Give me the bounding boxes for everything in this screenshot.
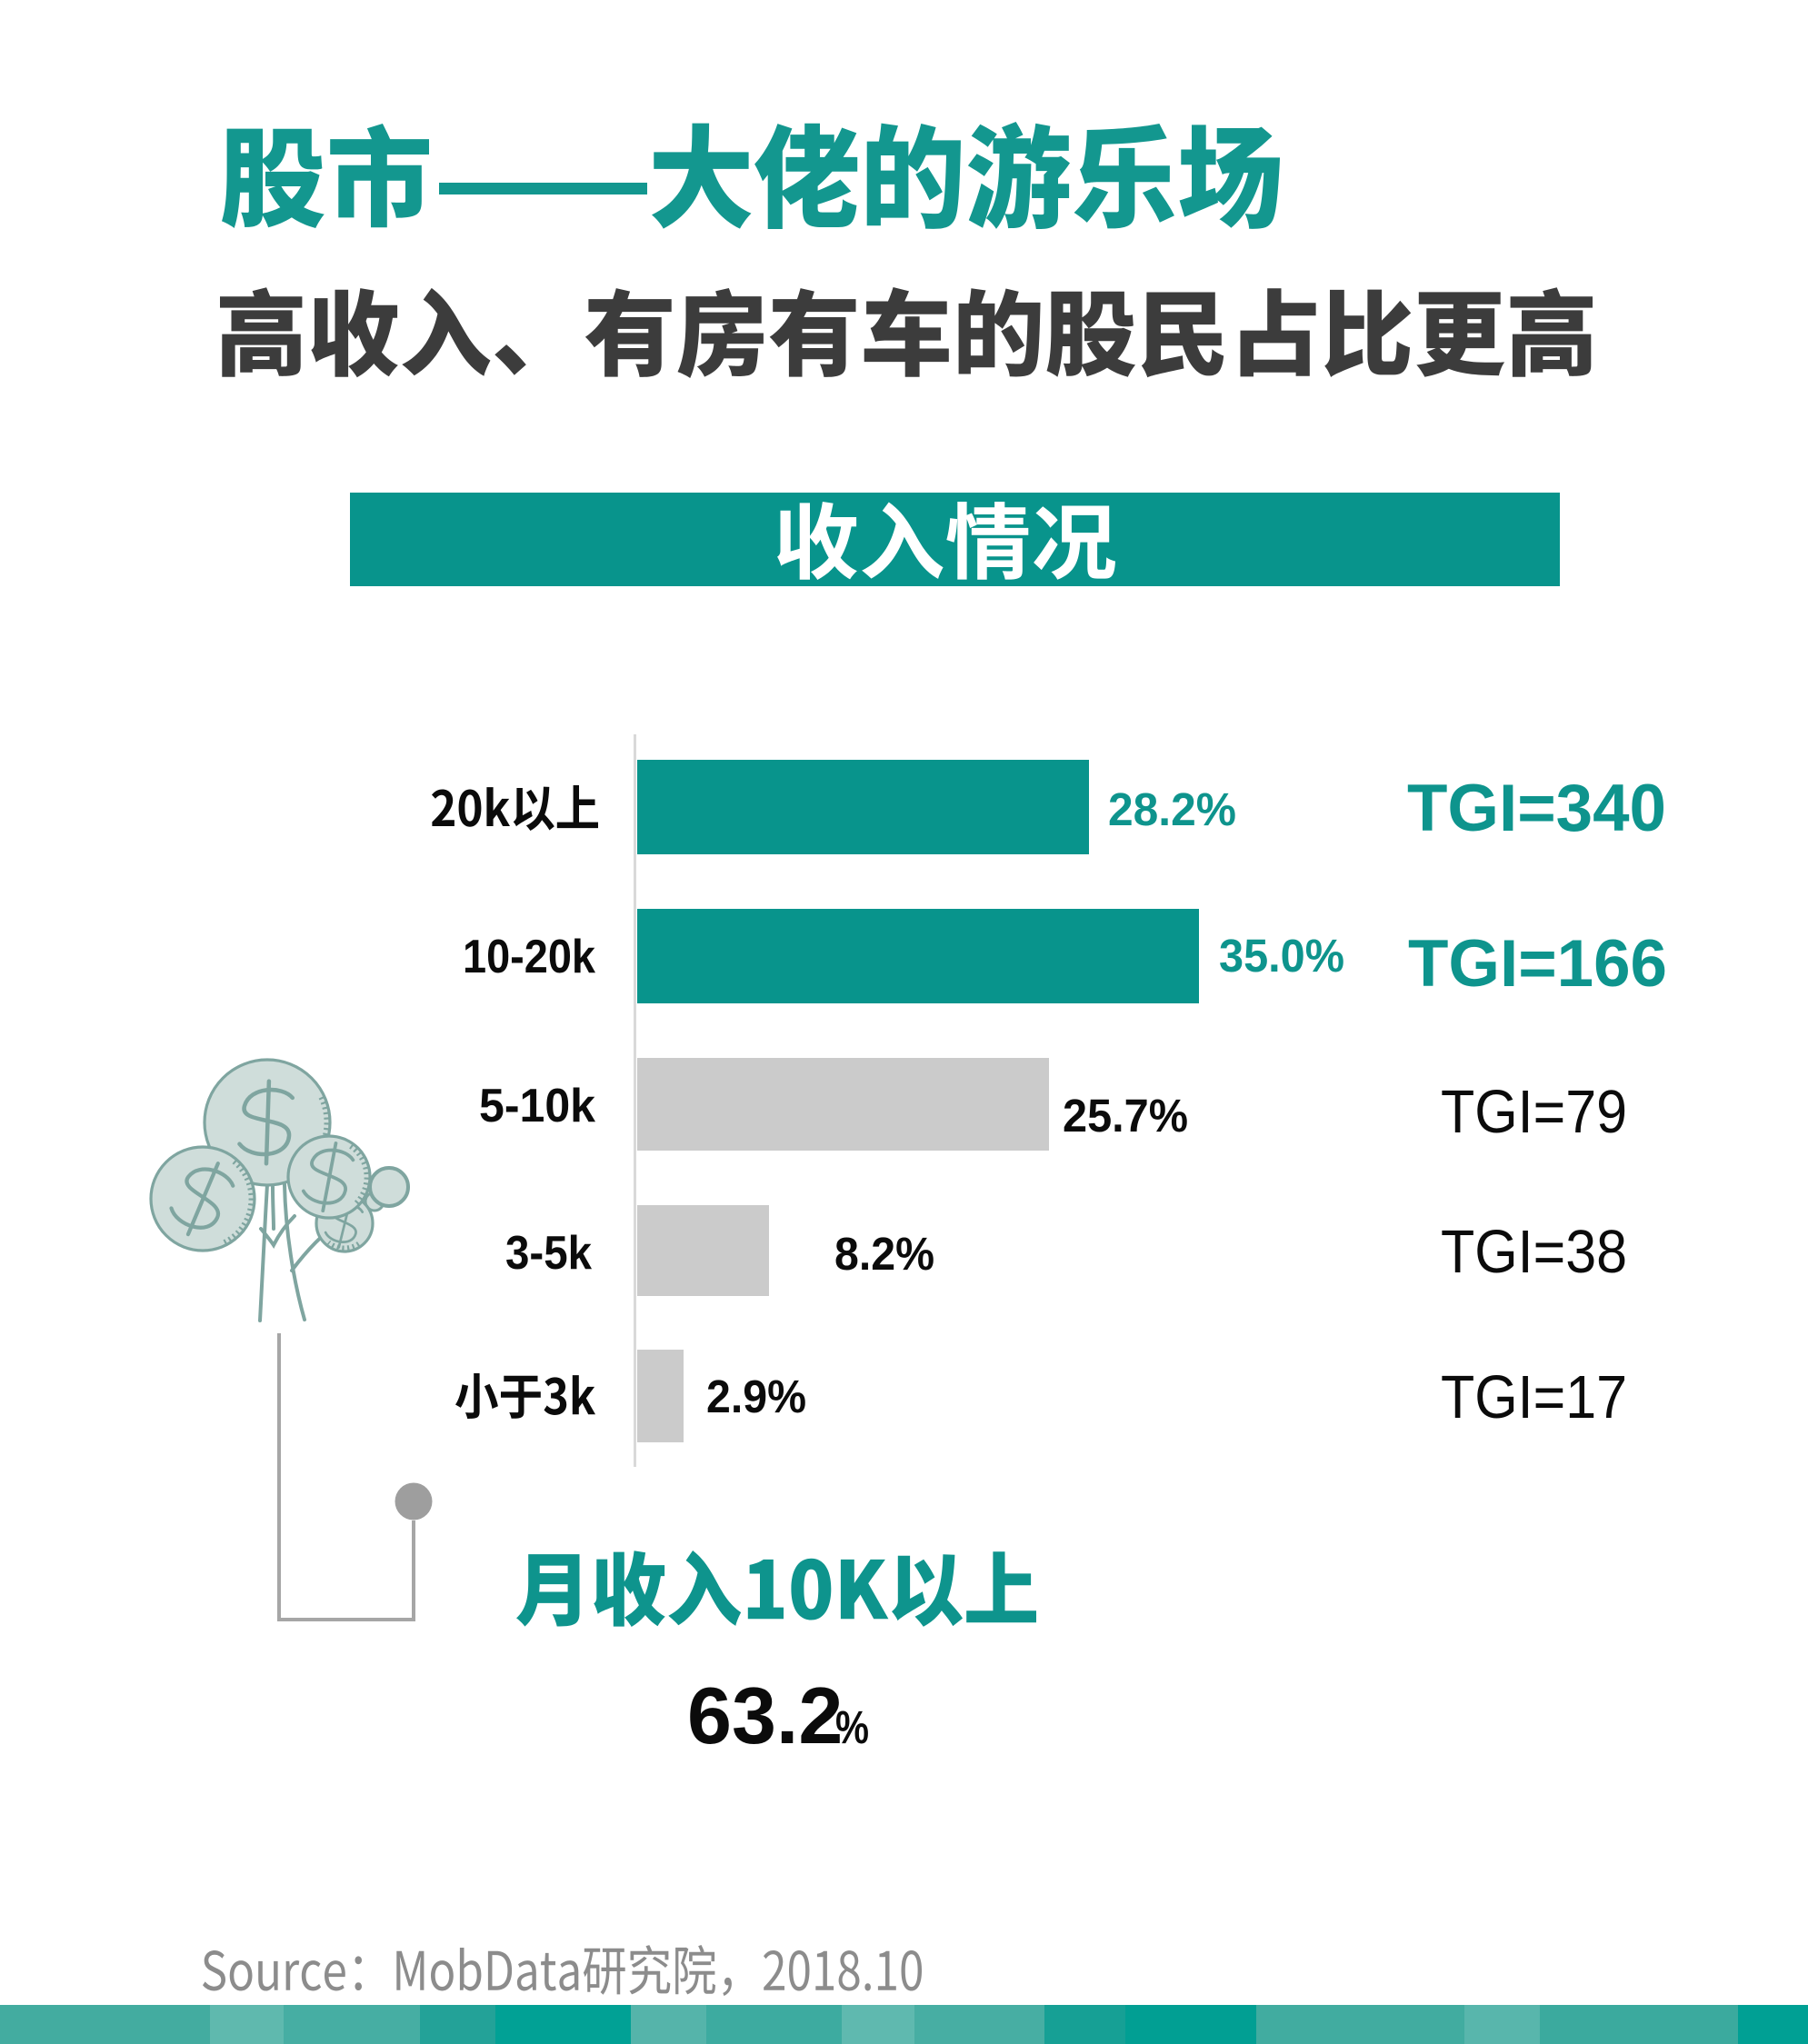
svg-text:3-5k: 3-5k <box>505 1227 592 1280</box>
svg-text:10-20k: 10-20k <box>463 931 595 983</box>
svg-text:TGI=166: TGI=166 <box>1408 927 1667 1001</box>
svg-text:TGI=340: TGI=340 <box>1407 772 1666 845</box>
svg-text:63.2: 63.2 <box>687 1670 843 1760</box>
svg-text:35.0%: 35.0% <box>1219 930 1344 982</box>
svg-text:8.2%: 8.2% <box>834 1228 934 1280</box>
svg-text:TGI=79: TGI=79 <box>1441 1078 1627 1146</box>
svg-text:2.9%: 2.9% <box>706 1371 806 1422</box>
svg-text:25.7%: 25.7% <box>1063 1090 1188 1142</box>
svg-text:%: % <box>835 1701 869 1753</box>
svg-text:28.2%: 28.2% <box>1108 783 1236 835</box>
svg-text:TGI=38: TGI=38 <box>1441 1218 1627 1286</box>
svg-text:5-10k: 5-10k <box>479 1080 595 1132</box>
svg-text:TGI=17: TGI=17 <box>1441 1363 1627 1431</box>
